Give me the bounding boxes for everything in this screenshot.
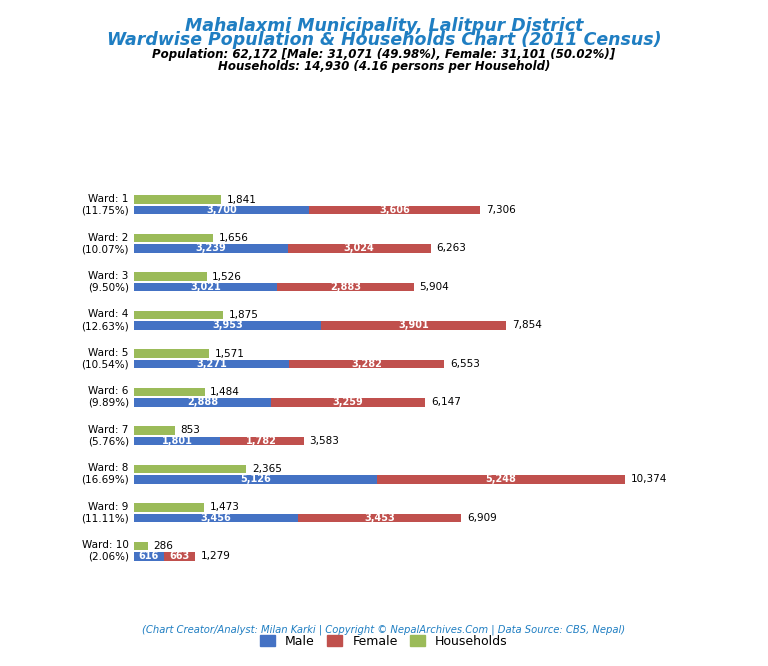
Bar [134,552,164,561]
Text: Mahalaxmi Municipality, Lalitpur District: Mahalaxmi Municipality, Lalitpur Distric… [185,17,583,35]
Text: 3,453: 3,453 [364,513,395,523]
Text: 3,259: 3,259 [333,398,363,408]
Text: 1,473: 1,473 [210,502,240,512]
Text: 1,571: 1,571 [214,348,244,358]
Text: 10,374: 10,374 [631,474,667,484]
Text: 1,841: 1,841 [227,194,257,204]
Text: 616: 616 [139,551,159,561]
Text: 286: 286 [154,541,174,551]
Bar [134,513,298,522]
Bar [310,206,480,214]
Bar [298,513,462,522]
Bar [134,283,277,291]
Text: 7,306: 7,306 [485,205,515,215]
Text: 3,901: 3,901 [399,320,429,330]
Text: 853: 853 [180,426,200,436]
Text: (Chart Creator/Analyst: Milan Karki | Copyright © NepalArchives.Com | Data Sourc: (Chart Creator/Analyst: Milan Karki | Co… [142,624,626,635]
Text: 3,239: 3,239 [196,244,227,254]
Text: 1,279: 1,279 [200,551,230,561]
Text: 6,263: 6,263 [436,244,466,254]
Bar [288,244,431,252]
Text: 3,282: 3,282 [351,359,382,369]
Text: 2,883: 2,883 [330,282,361,292]
Text: Population: 62,172 [Male: 31,071 (49.98%), Female: 31,101 (50.02%)]: Population: 62,172 [Male: 31,071 (49.98%… [152,48,616,61]
Text: 5,248: 5,248 [485,474,517,484]
Text: 6,147: 6,147 [431,398,461,408]
Text: 663: 663 [169,551,190,561]
Text: 2,365: 2,365 [252,464,282,474]
Bar [134,244,288,252]
Text: 7,854: 7,854 [511,320,541,330]
Bar [134,426,175,435]
Text: 5,126: 5,126 [240,474,271,484]
Bar [134,465,247,473]
Bar [134,388,204,396]
Text: 2,888: 2,888 [187,398,218,408]
Text: 3,271: 3,271 [197,359,227,369]
Text: 1,484: 1,484 [210,387,240,397]
Bar [289,360,445,368]
Text: 1,526: 1,526 [212,272,242,282]
Text: 3,021: 3,021 [190,282,221,292]
Bar [134,195,221,204]
Text: 3,700: 3,700 [207,205,237,215]
Text: 6,909: 6,909 [467,513,497,523]
Bar [134,311,223,319]
Bar [134,206,310,214]
Bar [322,321,506,330]
Bar [134,503,204,511]
Text: 6,553: 6,553 [450,359,480,369]
Text: 3,583: 3,583 [310,436,339,446]
Bar [164,552,195,561]
Bar [134,475,377,484]
Text: Wardwise Population & Households Chart (2011 Census): Wardwise Population & Households Chart (… [107,31,661,49]
Bar [134,349,209,358]
Text: Households: 14,930 (4.16 persons per Household): Households: 14,930 (4.16 persons per Hou… [218,60,550,73]
Text: 3,024: 3,024 [344,244,375,254]
Legend: Male, Female, Households: Male, Female, Households [255,630,513,653]
Text: 3,606: 3,606 [379,205,410,215]
Bar [277,283,414,291]
Text: 3,953: 3,953 [213,320,243,330]
Bar [134,234,213,242]
Text: 1,782: 1,782 [247,436,277,446]
Text: 1,656: 1,656 [218,233,248,243]
Bar [134,272,207,281]
Bar [134,321,322,330]
Text: 1,801: 1,801 [161,436,193,446]
Text: 3,456: 3,456 [200,513,231,523]
Bar [134,398,271,407]
Bar [134,437,220,445]
Text: 1,875: 1,875 [229,310,259,320]
Bar [271,398,425,407]
Bar [220,437,304,445]
Bar [134,541,148,550]
Bar [377,475,625,484]
Bar [134,360,289,368]
Text: 5,904: 5,904 [419,282,449,292]
